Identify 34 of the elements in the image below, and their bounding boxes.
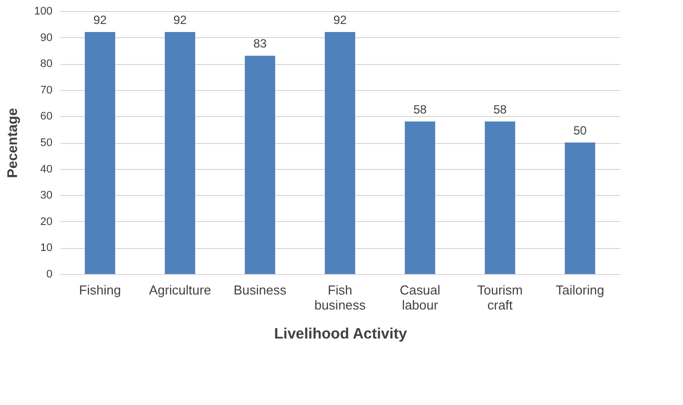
y-tick-label: 30 [40,190,52,202]
data-label: 83 [253,36,267,51]
data-label: 92 [173,13,187,28]
data-label: 92 [93,13,107,28]
bar [244,56,276,274]
bar [564,142,596,274]
x-tick-label: Tailoring [556,282,604,298]
y-tick-label: 60 [40,110,52,123]
data-label: 58 [413,102,427,116]
y-tick-label: 90 [40,32,52,44]
y-tick-label: 70 [40,84,52,96]
bar [484,121,516,274]
x-tick-label: Fishing [79,282,121,298]
x-tick-label: Agriculture [148,282,212,298]
bar [324,32,356,274]
data-label: 50 [573,124,587,138]
y-tick-label: 0 [46,268,52,280]
data-label: 58 [493,102,507,116]
bar [164,32,196,274]
y-tick-label: 20 [40,216,52,228]
x-tick-label: Tourism craft [477,282,523,312]
y-tick-label: 50 [40,137,52,149]
y-tick-label: 80 [40,58,52,70]
y-tick-label: 40 [40,163,52,176]
x-axis-title: Livelihood Activity [274,326,408,342]
y-tick-label: 10 [40,242,52,254]
x-tick-label: Fish business [314,282,366,312]
y-axis-title: Pecentage [4,108,20,178]
bar [404,121,436,274]
x-tick-label: Business [234,282,287,298]
data-label: 92 [333,13,347,28]
x-tick-label: Casual labour [400,282,440,312]
y-tick-label: 100 [34,6,52,18]
bar [84,32,116,274]
